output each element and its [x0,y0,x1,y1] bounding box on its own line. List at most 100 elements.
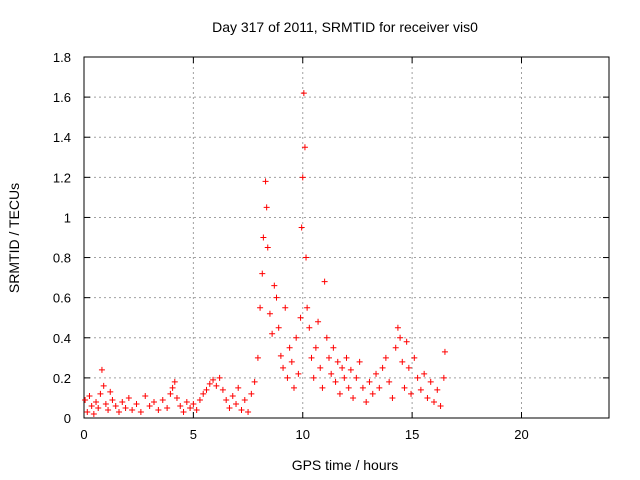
x-tick-label: 10 [296,427,310,442]
data-point [173,394,180,401]
x-tick-label: 0 [80,427,87,442]
data-point [301,144,308,151]
data-point [405,364,412,371]
data-point [203,386,210,393]
data-point [206,380,213,387]
data-point [308,354,315,361]
chart-title: Day 317 of 2011, SRMTID for receiver vis… [212,19,478,35]
data-point [235,384,242,391]
data-point [233,400,240,407]
data-point [98,366,105,373]
data-point [95,404,102,411]
data-point [273,294,280,301]
data-point [295,370,302,377]
data-point [251,378,258,385]
data-point [284,374,291,381]
data-point [363,398,370,405]
data-point [133,400,140,407]
data-point [345,384,352,391]
data-point [264,244,271,251]
data-point [238,406,245,413]
data-point [129,406,136,413]
data-point [288,358,295,365]
data-point [93,398,100,405]
data-point [323,334,330,341]
data-point [359,384,366,391]
data-point [266,310,273,317]
data-point [291,384,297,391]
data-point [169,384,176,391]
data-point [200,390,207,397]
y-tick-label: 1.4 [53,130,71,145]
data-point [353,374,360,381]
data-point [347,366,354,373]
data-point [223,396,230,403]
data-point [397,334,404,341]
data-point [84,408,91,415]
data-point [146,402,153,409]
data-point [280,364,287,371]
data-point [334,358,341,365]
data-point [373,370,380,377]
data-point [167,390,174,397]
data-point [421,370,428,377]
data-point [183,398,190,405]
data-point [151,398,157,405]
y-tick-label: 0.8 [53,251,71,266]
data-point [424,394,431,401]
data-point [350,394,357,401]
data-point [116,408,122,415]
data-point [241,396,248,403]
data-point [119,398,126,405]
y-axis-label: SRMTID / TECUs [6,183,22,293]
data-point [269,330,276,337]
data-point [105,406,112,413]
data-point [213,382,220,389]
data-point [259,270,266,277]
data-point [193,406,200,413]
data-point [112,402,119,409]
data-point [219,386,226,393]
data-point [90,410,97,417]
x-axis-label: GPS time / hours [292,457,399,473]
y-tick-label: 0.6 [53,291,71,306]
data-point [102,400,109,407]
data-point [317,364,324,371]
data-point [155,406,162,413]
data-point [137,408,144,415]
data-point [177,402,184,409]
data-point [330,344,337,351]
plot-frame [83,56,610,419]
data-point [159,396,166,403]
data-point [164,404,171,411]
data-point [414,374,421,381]
data-point [260,234,267,241]
data-point [417,386,424,393]
data-point [142,392,149,399]
y-tick-label: 1.2 [53,170,71,185]
data-point [356,358,363,365]
data-point [180,408,187,415]
data-point [427,378,434,385]
data-point [88,402,95,409]
data-point [389,394,396,401]
data-point [286,344,293,351]
x-tick-label: 5 [190,427,197,442]
data-point [196,396,203,403]
data-point [100,382,107,389]
data-point [312,344,319,351]
data-point [82,396,89,403]
y-tick-label: 0.2 [53,371,71,386]
data-point [97,390,104,397]
data-point [440,374,447,381]
data-point [226,404,233,411]
data-point [379,364,386,371]
data-point [392,344,399,351]
data-point [343,354,350,361]
data-point [310,374,317,381]
data-point [277,352,284,359]
data-point [403,338,410,345]
data-point [386,378,393,385]
data-point [293,334,300,341]
data-point [304,304,311,311]
